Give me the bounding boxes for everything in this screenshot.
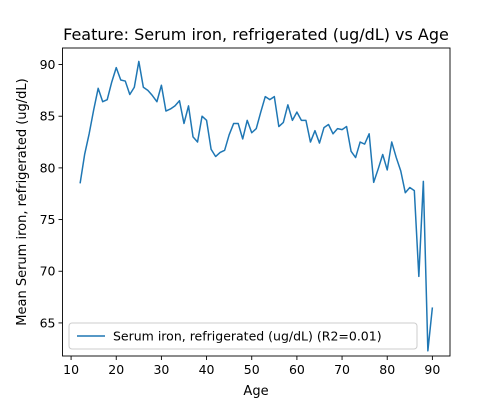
chart-title: Feature: Serum iron, refrigerated (ug/dL… xyxy=(63,25,449,44)
x-tick-label: 10 xyxy=(63,362,79,377)
y-tick-label: 65 xyxy=(40,315,56,330)
y-tick-label: 90 xyxy=(40,57,56,72)
plot-frame xyxy=(62,47,451,357)
x-tick-label: 40 xyxy=(199,362,215,377)
x-tick-label: 30 xyxy=(153,362,169,377)
x-tick-label: 50 xyxy=(244,362,260,377)
x-tick-label: 90 xyxy=(424,362,440,377)
x-tick-label: 70 xyxy=(334,362,350,377)
x-tick-label: 60 xyxy=(289,362,305,377)
legend-box xyxy=(68,322,418,350)
y-tick-label: 85 xyxy=(40,109,56,124)
series-line xyxy=(79,60,434,352)
x-axis-label: Age xyxy=(243,384,268,399)
y-tick-label: 80 xyxy=(40,160,56,175)
y-tick-label: 70 xyxy=(40,264,56,279)
x-tick-label: 20 xyxy=(108,362,124,377)
plot-area: 10 20 30 40 50 60 70 80 90 65 70 75 80 85 90 Serum iron… xyxy=(40,47,451,377)
legend-label: Serum iron, refrigerated (ug/dL) (R2=0.0… xyxy=(113,329,382,344)
y-tick-label: 75 xyxy=(40,212,56,227)
x-tick-label: 80 xyxy=(379,362,395,377)
y-axis-label: Mean Serum iron, refrigerated (ug/dL) xyxy=(15,78,30,325)
